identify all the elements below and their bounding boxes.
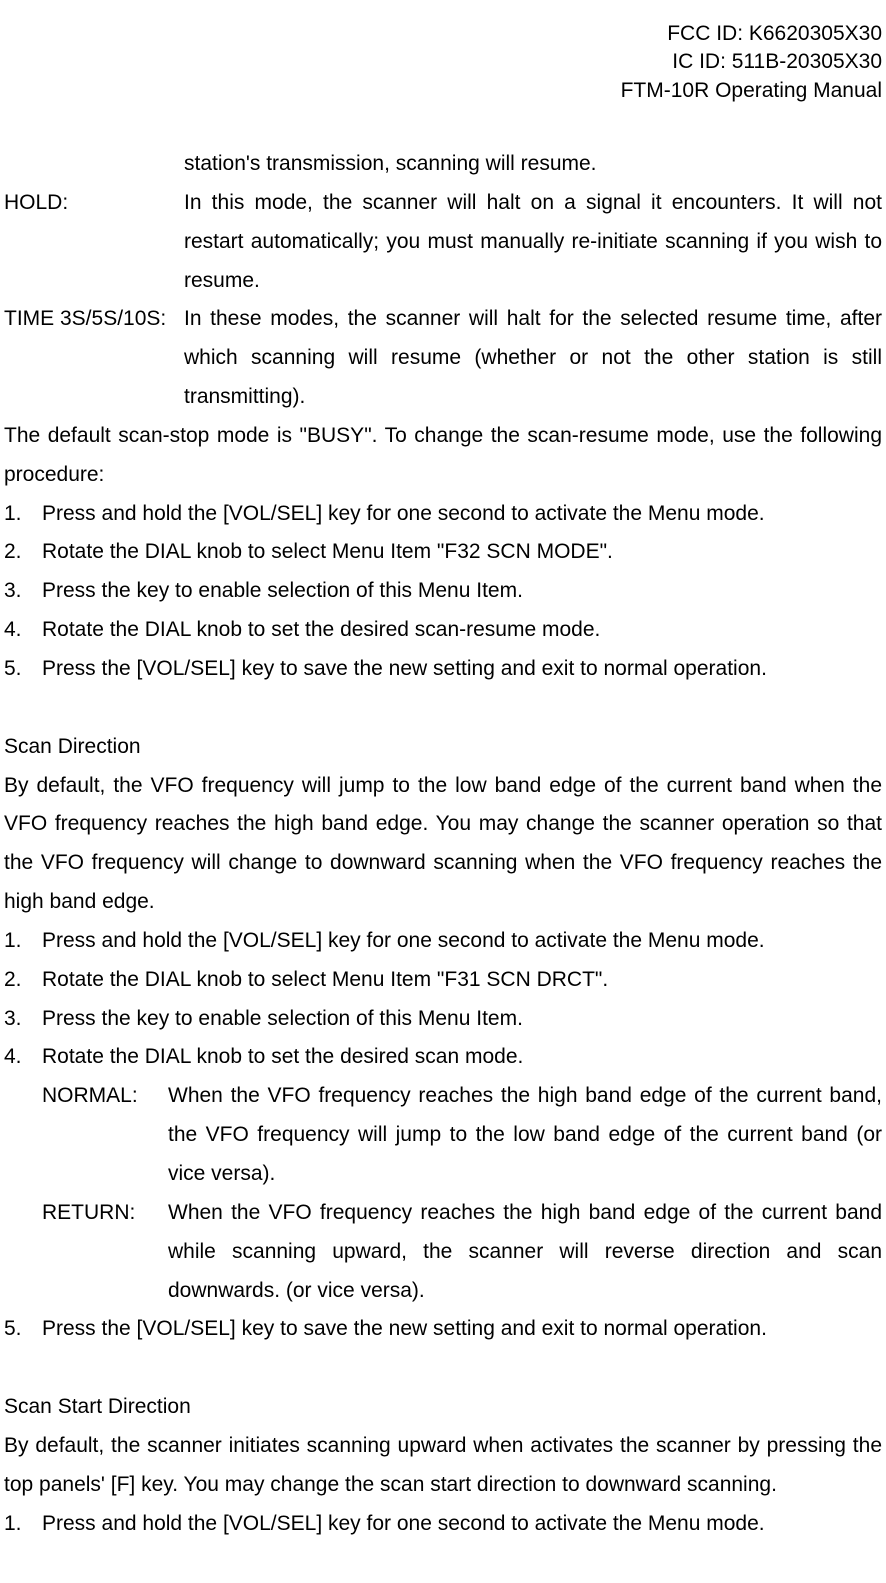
hold-definition: HOLD: In this mode, the scanner will hal… — [4, 184, 882, 301]
step-1: 1. Press and hold the [VOL/SEL] key for … — [4, 495, 882, 534]
step-4: 4. Rotate the DIAL knob to set the desir… — [4, 611, 882, 650]
scan-start-intro: By default, the scanner initiates scanni… — [4, 1427, 882, 1505]
sd-step-3: 3. Press the key to enable selection of … — [4, 1000, 882, 1039]
step-number: 3. — [4, 1000, 42, 1039]
step-number: 4. — [4, 1038, 42, 1077]
sd-step-1: 1. Press and hold the [VOL/SEL] key for … — [4, 922, 882, 961]
sd-step-4: 4. Rotate the DIAL knob to set the desir… — [4, 1038, 882, 1077]
scan-direction-intro: By default, the VFO frequency will jump … — [4, 767, 882, 922]
step-number: 1. — [4, 495, 42, 534]
step-text: Rotate the DIAL knob to select Menu Item… — [42, 533, 882, 572]
scan-direction-title: Scan Direction — [4, 728, 882, 767]
document-header: FCC ID: K6620305X30 IC ID: 511B-20305X30… — [0, 20, 886, 105]
step-text: Press the [VOL/SEL] key to save the new … — [42, 1310, 882, 1349]
step-number: 2. — [4, 961, 42, 1000]
step-text: Press the key to enable selection of thi… — [42, 1000, 882, 1039]
time-definition: TIME 3S/5S/10S: In these modes, the scan… — [4, 300, 882, 417]
normal-return-block: NORMAL: When the VFO frequency reaches t… — [42, 1077, 882, 1310]
ic-id: IC ID: 511B-20305X30 — [0, 48, 882, 76]
step-number: 4. — [4, 611, 42, 650]
step-text: Rotate the DIAL knob to select Menu Item… — [42, 961, 882, 1000]
fcc-id: FCC ID: K6620305X30 — [0, 20, 882, 48]
normal-text: When the VFO frequency reaches the high … — [168, 1077, 882, 1194]
step-text: Press the key to enable selection of thi… — [42, 572, 882, 611]
time-label: TIME 3S/5S/10S: — [4, 300, 184, 417]
step-number: 1. — [4, 922, 42, 961]
document-body: station's transmission, scanning will re… — [0, 145, 886, 1543]
time-text: In these modes, the scanner will halt fo… — [184, 300, 882, 417]
hold-text: In this mode, the scanner will halt on a… — [184, 184, 882, 301]
step-text: Press and hold the [VOL/SEL] key for one… — [42, 922, 882, 961]
step-number: 1. — [4, 1505, 42, 1544]
hold-label: HOLD: — [4, 184, 184, 301]
manual-title: FTM-10R Operating Manual — [0, 77, 882, 105]
step-number: 5. — [4, 650, 42, 689]
step-number: 5. — [4, 1310, 42, 1349]
default-mode-text: The default scan-stop mode is "BUSY". To… — [4, 417, 882, 495]
step-number: 2. — [4, 533, 42, 572]
normal-definition: NORMAL: When the VFO frequency reaches t… — [42, 1077, 882, 1194]
step-text: Press and hold the [VOL/SEL] key for one… — [42, 495, 882, 534]
return-definition: RETURN: When the VFO frequency reaches t… — [42, 1194, 882, 1311]
step-text: Press the [VOL/SEL] key to save the new … — [42, 650, 882, 689]
spacer — [4, 145, 184, 184]
step-3: 3. Press the key to enable selection of … — [4, 572, 882, 611]
return-text: When the VFO frequency reaches the high … — [168, 1194, 882, 1311]
ss-step-1: 1. Press and hold the [VOL/SEL] key for … — [4, 1505, 882, 1544]
step-text: Rotate the DIAL knob to set the desired … — [42, 611, 882, 650]
continuation-row: station's transmission, scanning will re… — [4, 145, 882, 184]
normal-label: NORMAL: — [42, 1077, 168, 1194]
step-text: Press and hold the [VOL/SEL] key for one… — [42, 1505, 882, 1544]
scan-start-title: Scan Start Direction — [4, 1388, 882, 1427]
return-label: RETURN: — [42, 1194, 168, 1311]
step-number: 3. — [4, 572, 42, 611]
continuation-text: station's transmission, scanning will re… — [184, 145, 882, 184]
sd-step-5: 5. Press the [VOL/SEL] key to save the n… — [4, 1310, 882, 1349]
step-2: 2. Rotate the DIAL knob to select Menu I… — [4, 533, 882, 572]
step-5: 5. Press the [VOL/SEL] key to save the n… — [4, 650, 882, 689]
step-text: Rotate the DIAL knob to set the desired … — [42, 1038, 882, 1077]
sd-step-2: 2. Rotate the DIAL knob to select Menu I… — [4, 961, 882, 1000]
